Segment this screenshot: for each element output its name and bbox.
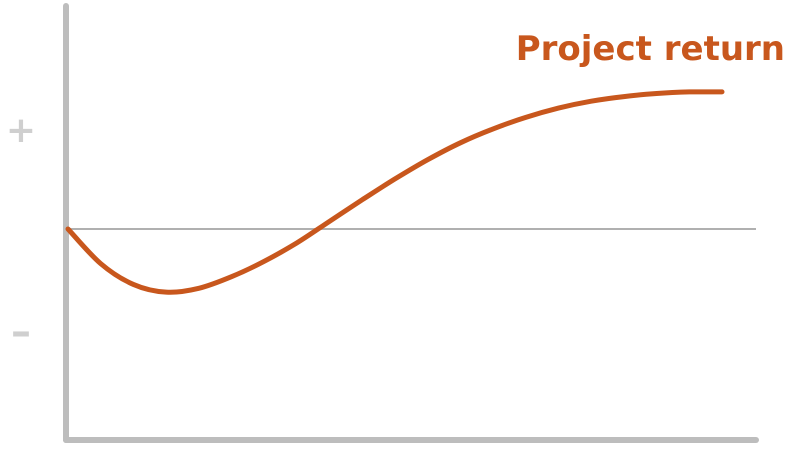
series-line-project-return xyxy=(65,89,725,295)
series-label-project-return: Project return xyxy=(516,29,785,69)
y-tick-label-negative: – xyxy=(11,309,31,355)
y-tick-label-positive: + xyxy=(6,110,36,151)
